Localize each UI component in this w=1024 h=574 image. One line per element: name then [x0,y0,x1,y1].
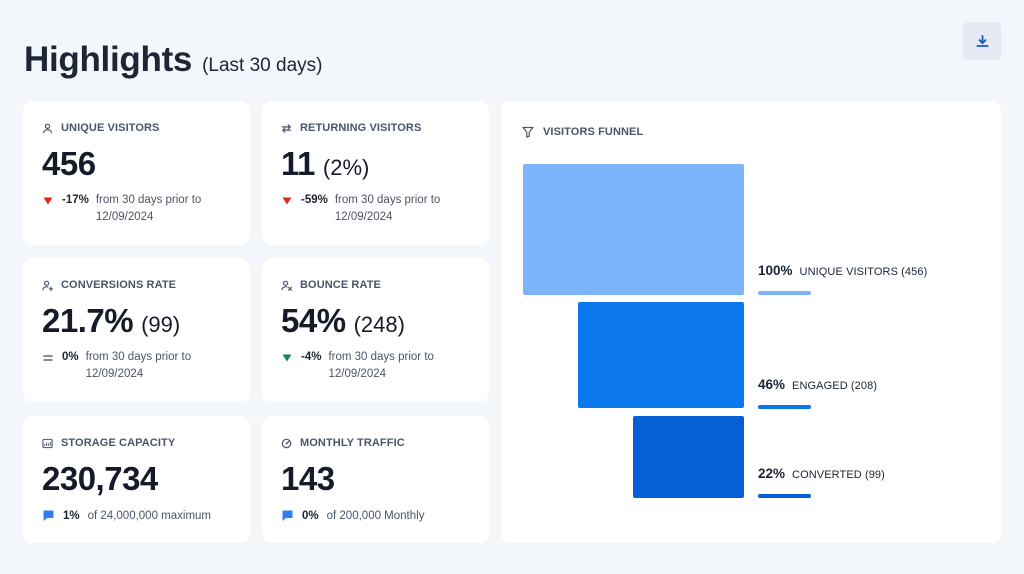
delta-percent: -59% [301,194,328,206]
delta-percent: -17% [62,194,89,206]
card-subvalue: (248) [353,312,405,337]
chat-bubble-icon [282,510,293,521]
card-value: 54% [281,302,346,339]
card-label: RETURNING VISITORS [300,122,422,134]
usage-percent: 0% [302,509,319,522]
monthly-traffic-card: MONTHLY TRAFFIC 143 0% of 200,000 Monthl… [262,416,489,543]
equal-icon [42,352,54,364]
usage-percent: 1% [63,509,80,522]
visitors-funnel-card: VISITORS FUNNEL 100% UNIQUE VISITORS (45… [501,101,1001,543]
unique-visitors-card: UNIQUE VISITORS 456 -17% from 30 days pr… [23,101,250,245]
funnel-stage-underline [758,494,811,498]
card-value: 21.7% [42,302,134,339]
usage-description: of 200,000 Monthly [326,509,425,522]
card-subvalue: (2%) [322,155,370,180]
user-x-icon [281,280,292,291]
delta-description: from 30 days prior to 12/09/2024 [85,351,192,380]
funnel-stage-percent: 46% [758,377,786,392]
download-icon [975,34,989,47]
user-check-icon [42,280,53,291]
delta-description: from 30 days prior to 12/09/2024 [334,194,441,223]
download-button[interactable] [963,22,1001,60]
card-value: 11 [281,145,315,182]
funnel-stage-underline [758,405,811,409]
funnel-stage-percent: 100% [758,263,793,278]
storage-capacity-card: STORAGE CAPACITY 230,734 1% of 24,000,00… [23,416,250,543]
page-title: Highlights [24,40,193,79]
usage-description: of 24,000,000 maximum [87,509,211,522]
funnel-stage-percent: 22% [758,466,786,481]
funnel-title: VISITORS FUNNEL [543,126,644,138]
card-subvalue: (99) [141,312,181,337]
page-subtitle: (Last 30 days) [202,55,323,76]
bounce-rate-card: BOUNCE RATE 54% (248) -4% from 30 days p… [262,258,489,402]
funnel-bar-engaged [578,302,744,408]
repeat-icon [281,123,292,133]
card-value: 456 [42,145,96,182]
gauge-icon [281,438,292,448]
chat-bubble-icon [43,510,54,521]
funnel-stage-label: 46% ENGAGED (208) [758,377,877,392]
filter-icon [522,126,534,138]
delta-percent: 0% [62,351,79,363]
user-icon [42,123,53,133]
card-value: 143 [281,460,335,497]
delta-description: from 30 days prior to 12/09/2024 [328,351,434,380]
conversions-rate-card: CONVERSIONS RATE 21.7% (99) 0% from 30 d… [23,258,250,402]
card-label: STORAGE CAPACITY [61,437,176,449]
funnel-bar-converted [633,416,744,498]
card-label: CONVERSIONS RATE [61,279,177,291]
funnel-stage-underline [758,291,811,295]
trend-down-icon [281,352,293,364]
card-label: UNIQUE VISITORS [61,122,160,134]
delta-percent: -4% [301,351,322,363]
returning-visitors-card: RETURNING VISITORS 11 (2%) -59% from 30 … [262,101,489,245]
trend-down-icon [281,195,293,207]
funnel-stage-label: 22% CONVERTED (99) [758,466,885,481]
card-label: MONTHLY TRAFFIC [300,437,405,449]
page-header: Highlights (Last 30 days) [24,40,323,80]
funnel-bar-unique-visitors [523,164,744,295]
trend-down-icon [42,195,54,207]
storage-icon [42,438,53,448]
card-label: BOUNCE RATE [300,279,381,291]
funnel-stage-label: 100% UNIQUE VISITORS (456) [758,263,927,278]
card-value: 230,734 [42,460,158,497]
delta-description: from 30 days prior to 12/09/2024 [95,194,202,223]
funnel-stage-name: ENGAGED (208) [792,380,878,392]
funnel-stage-name: CONVERTED (99) [792,469,885,481]
funnel-stage-name: UNIQUE VISITORS (456) [799,266,928,278]
